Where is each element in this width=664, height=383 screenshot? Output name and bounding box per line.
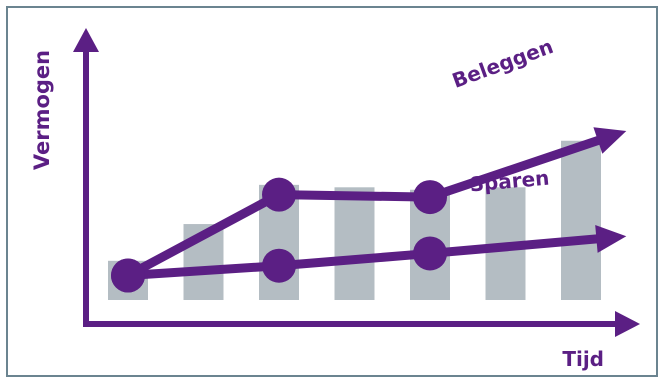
bar-4 bbox=[334, 187, 375, 300]
point-sparen-3 bbox=[413, 236, 447, 271]
series-line-beleggen bbox=[125, 132, 611, 280]
y-axis-label: Vermogen bbox=[30, 50, 54, 170]
bar-7 bbox=[561, 140, 601, 300]
point-beleggen-3 bbox=[413, 180, 447, 215]
x-axis-label: Tijd bbox=[562, 347, 604, 371]
series-arrow-beleggen-icon bbox=[593, 127, 627, 154]
series-group bbox=[111, 127, 627, 293]
point-sparen-1 bbox=[111, 258, 145, 293]
point-beleggen-2 bbox=[262, 177, 296, 212]
x-axis-arrow-icon bbox=[615, 311, 640, 337]
series-line-sparen bbox=[127, 233, 609, 280]
point-sparen-2 bbox=[262, 248, 296, 283]
series-arrow-sparen-icon bbox=[595, 224, 627, 253]
y-axis-arrow-icon bbox=[73, 28, 99, 52]
